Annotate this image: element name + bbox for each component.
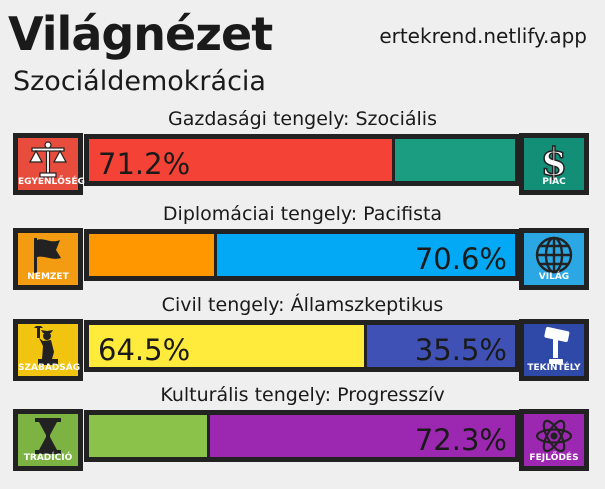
bar-segment-left — [89, 325, 364, 367]
left-percentage: 64.5% — [98, 333, 191, 367]
liberty-statue-icon: SZABADSÁG — [13, 319, 83, 381]
axis-bar — [84, 410, 520, 462]
scales-icon: EGYENLŐSÉG — [13, 133, 85, 195]
icon-caption: FEJLŐDÉS — [529, 453, 579, 463]
ideology-name: Szociáldemokrácia — [13, 66, 266, 97]
right-percentage: 72.3% — [414, 423, 507, 457]
right-percentage: 35.5% — [414, 333, 507, 367]
axis-label: Diplomáciai tengely: Pacifista — [162, 203, 443, 225]
globe-icon: VILÁG — [519, 228, 589, 290]
axis-label: Gazdasági tengely: Szociális — [168, 108, 437, 130]
icon-caption: PIAC — [542, 177, 566, 187]
icon-caption: EGYENLŐSÉG — [18, 177, 85, 187]
axis-row: Civil tengely: Államszkeptikus 64.5% 35.5%… — [0, 294, 605, 384]
axis-label: Kulturális tengely: Progresszív — [160, 384, 445, 406]
bar-segment-right — [214, 234, 515, 276]
bar-segment-right — [392, 139, 515, 181]
site-url[interactable]: ertekrend.netlify.app — [379, 24, 587, 48]
hourglass-icon: TRADÍCIÓ — [13, 409, 83, 471]
bar-segment-left — [89, 234, 215, 276]
svg-text:$: $ — [541, 140, 567, 180]
left-percentage: 71.2% — [98, 147, 191, 181]
atom-icon: FEJLŐDÉS — [519, 409, 589, 471]
axis-row: Kulturális tengely: Progresszív 72.3% TRA… — [0, 384, 605, 474]
bar-segment-left — [89, 139, 393, 181]
right-percentage: 70.6% — [414, 242, 507, 276]
gavel-icon: TEKINTÉLY — [519, 319, 589, 381]
bar-segment-left — [89, 415, 207, 457]
icon-caption: TRADÍCIÓ — [23, 453, 73, 463]
axis-bar — [84, 134, 520, 186]
axis-label: Civil tengely: Államszkeptikus — [161, 294, 444, 316]
axis-row: Diplomáciai tengely: Pacifista 70.6% NEMZ… — [0, 203, 605, 293]
axis-bar — [84, 320, 520, 372]
axis-row: Gazdasági tengely: Szociális 71.2% EGYENL… — [0, 108, 605, 198]
icon-caption: VILÁG — [538, 272, 570, 282]
icon-caption: SZABADSÁG — [18, 363, 81, 373]
axis-bar — [84, 229, 520, 281]
bar-segment-right — [207, 415, 515, 457]
page-title: Világnézet — [8, 7, 273, 61]
bar-segment-right — [363, 325, 515, 367]
icon-caption: NEMZET — [27, 272, 69, 282]
icon-caption: TEKINTÉLY — [527, 363, 581, 373]
flag-icon: NEMZET — [13, 228, 83, 290]
dollar-icon: $ PIAC — [519, 133, 589, 195]
